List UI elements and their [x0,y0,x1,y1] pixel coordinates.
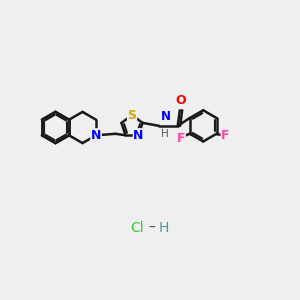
Text: S: S [128,109,136,122]
Text: H: H [159,221,169,235]
Text: F: F [221,129,229,142]
Text: –: – [148,221,155,235]
Text: Cl: Cl [130,221,144,235]
Text: N: N [160,110,171,124]
Text: F: F [177,132,185,145]
Text: N: N [91,129,101,142]
Text: H: H [160,130,168,140]
Text: N: N [134,129,144,142]
Text: O: O [176,94,186,107]
